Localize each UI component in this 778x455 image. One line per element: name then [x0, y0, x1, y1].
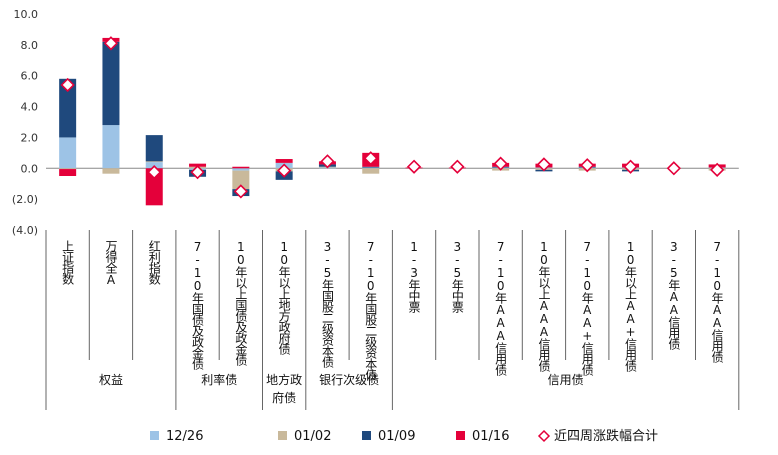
group-label: 利率债: [201, 372, 237, 387]
group-label: 权益: [99, 373, 123, 387]
y-tick-label: 4.0: [21, 101, 39, 114]
bar-segment: [59, 168, 77, 170]
legend-swatch: [150, 431, 159, 440]
total-marker: [623, 159, 638, 174]
category-label: 3-5年中票: [450, 240, 464, 313]
total-marker: [406, 159, 422, 174]
bar-segment: [102, 168, 120, 174]
bar-segment: [232, 166, 250, 169]
y-tick-label: 0.0: [21, 162, 39, 175]
y-tick-label: (4.0): [12, 224, 38, 237]
total-marker: [60, 77, 75, 93]
category-label: 上证指数: [61, 240, 75, 286]
total-marker: [493, 156, 508, 171]
total-marker: [710, 162, 725, 177]
category-label: 3-5年国股二级资本债: [320, 240, 334, 368]
bar-segment: [275, 159, 293, 163]
category-label: 万得全A: [104, 240, 118, 286]
total-marker: [277, 163, 292, 178]
total-marker: [103, 36, 119, 51]
bar-segment: [59, 78, 77, 138]
total-markers: [60, 36, 725, 199]
legend-label: 01/02: [294, 429, 331, 444]
bar-segment: [145, 161, 163, 163]
category-label: 7-10年AA+信用债: [580, 240, 594, 376]
legend-label: 近四周涨跌幅合计: [554, 428, 658, 444]
total-marker: [190, 165, 205, 180]
legend: 12/26 01/02 01/09 01/16 近四周涨跌幅合计: [150, 428, 658, 444]
category-label: 7-10年AAA信用债: [494, 240, 508, 376]
bar-segment: [362, 167, 380, 169]
bar-segment: [362, 168, 380, 174]
group-label: 府债: [272, 390, 296, 405]
bar-segment: [102, 125, 120, 169]
bar-segment: [232, 170, 250, 190]
category-label: 10年以上国债及政金债: [234, 240, 248, 366]
total-marker: [580, 158, 595, 173]
y-tick-label: 8.0: [21, 39, 39, 52]
y-tick-label: 6.0: [21, 70, 39, 83]
legend-swatch: [278, 431, 287, 440]
category-label: 7-10年国债及政金债: [191, 240, 205, 370]
group-label: 银行次级债: [319, 373, 379, 387]
total-marker: [536, 157, 552, 172]
total-marker: [320, 154, 335, 169]
category-label: 7-10年国股二级资本债: [364, 240, 378, 381]
bars: [59, 37, 726, 206]
bar-segment: [59, 137, 77, 169]
category-label: 7-10年AA信用债: [710, 240, 724, 363]
legend-label: 01/09: [378, 429, 415, 444]
x-axis: 上证指数 万得全A 红利指数 7-10年国债及政金债 10年以上国债及政金债 10年以上地…: [45, 230, 740, 410]
legend-label: 12/26: [166, 429, 203, 444]
category-label: 10年以上AA+信用债: [624, 240, 638, 372]
category-label: 10年以上地方政府债: [277, 240, 291, 355]
y-tick-label: (2.0): [12, 193, 38, 206]
legend-swatch: [362, 431, 371, 440]
bar-segment: [362, 166, 380, 168]
y-tick-label: 10.0: [14, 8, 39, 21]
category-label: 10年以上AAA信用债: [537, 240, 551, 372]
y-tick-label: 2.0: [21, 131, 39, 144]
legend-swatch: [456, 431, 465, 440]
bar-segment: [145, 135, 163, 162]
y-axis: (4.0) (2.0) 0.0 2.0 4.0 6.0 8.0 10.0: [12, 8, 739, 237]
bar-segment: [232, 168, 250, 171]
bar-segment: [145, 168, 163, 206]
category-label: 1-3年中票: [407, 240, 421, 313]
legend-marker: [537, 429, 551, 443]
group-label: 地方政: [266, 372, 302, 387]
bar-segment: [102, 41, 120, 126]
total-marker: [666, 161, 681, 176]
total-marker: [147, 165, 162, 180]
total-marker: [450, 159, 465, 174]
category-label: 3-5年AA信用债: [667, 240, 681, 350]
legend-label: 01/16: [472, 429, 509, 444]
total-marker: [363, 151, 378, 166]
total-marker: [233, 184, 248, 199]
group-label: 信用债: [548, 373, 584, 387]
bar-segment: [59, 169, 77, 176]
category-label: 红利指数: [147, 239, 161, 286]
